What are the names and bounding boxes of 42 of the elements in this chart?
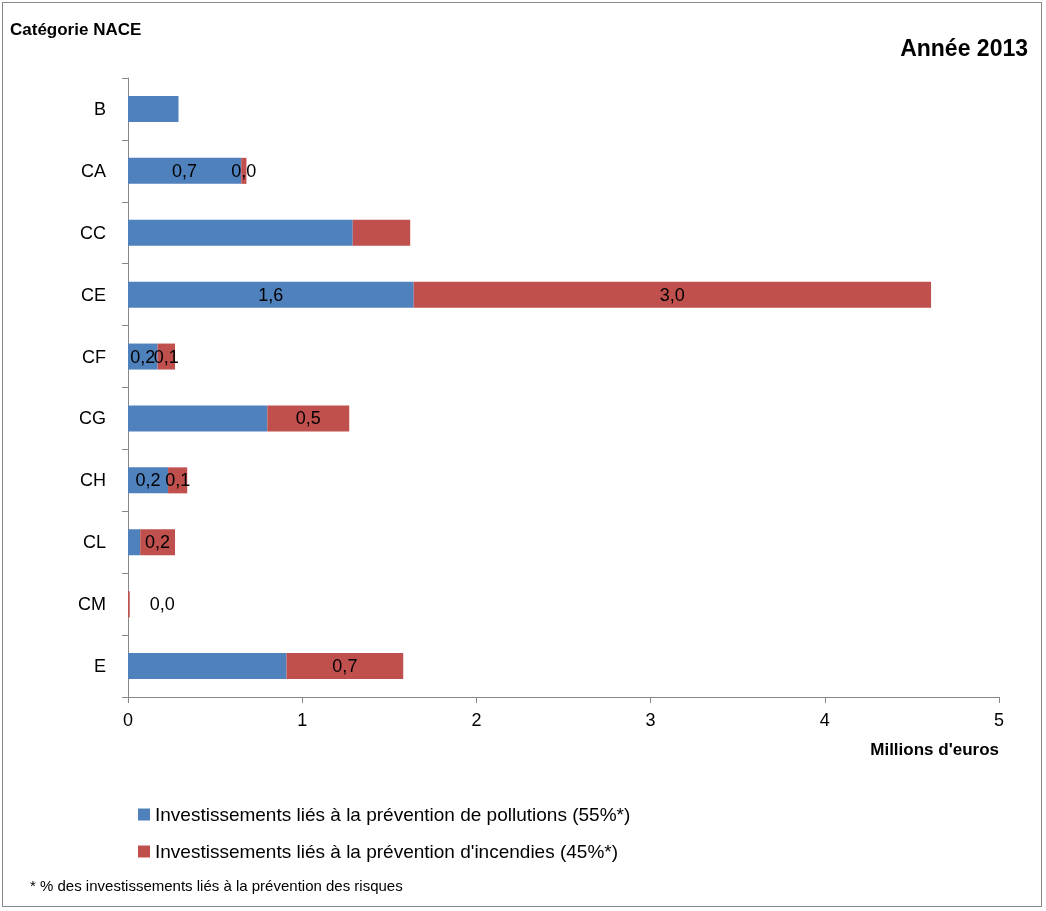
y-tick-label: CL: [82, 532, 106, 553]
y-axis-title: Catégorie NACE: [10, 20, 142, 39]
y-tick-label: CG: [79, 408, 106, 429]
bar: [128, 405, 268, 432]
x-tick-label: 5: [993, 710, 1005, 730]
y-tick-label: CA: [80, 160, 106, 181]
bar: [128, 95, 179, 122]
y-tick-label: CC: [80, 222, 106, 243]
chart-title: Année 2013: [900, 34, 1029, 61]
data-label: 0,2: [135, 470, 161, 491]
x-tick-label: 3: [645, 710, 656, 730]
text: * % des investissements liés à la prévention des risques: [30, 877, 403, 894]
y-tick-label: CH: [80, 470, 106, 491]
data-label: 0,2: [130, 346, 156, 367]
bar: [128, 219, 353, 246]
data-label: 0,0: [231, 160, 257, 181]
legend-label: Investissements liés à la prévention de pollutions (55%*): [155, 804, 631, 825]
x-axis-title: Millions d'euros: [870, 740, 999, 759]
legend-label: Investissements liés à la prévention d'incendies (45%*): [155, 841, 619, 862]
y-tick-label: CM: [78, 594, 106, 615]
bar: [267, 405, 350, 432]
bar: [286, 653, 404, 680]
bar: [128, 281, 414, 308]
bar: [128, 529, 141, 556]
y-tick-label: CE: [80, 284, 106, 305]
data-label: 0,0: [149, 594, 175, 615]
y-tick-label: B: [93, 98, 106, 119]
x-tick-label: 1: [297, 710, 308, 730]
x-tick-label: 0: [122, 710, 134, 730]
y-tick-label: E: [93, 656, 106, 677]
bar: [352, 219, 411, 246]
x-tick-label: 4: [819, 710, 830, 730]
data-label: 0,7: [172, 160, 198, 181]
x-tick-label: 2: [471, 710, 482, 730]
data-label: 0,5: [295, 408, 321, 429]
bar: [413, 281, 932, 308]
data-label: 0,7: [332, 656, 358, 677]
data-label: 3,0: [659, 284, 685, 305]
y-tick-label: CF: [82, 346, 106, 367]
data-label: 0,2: [145, 532, 171, 553]
data-label: 1,6: [258, 284, 284, 305]
bar: [128, 653, 287, 680]
